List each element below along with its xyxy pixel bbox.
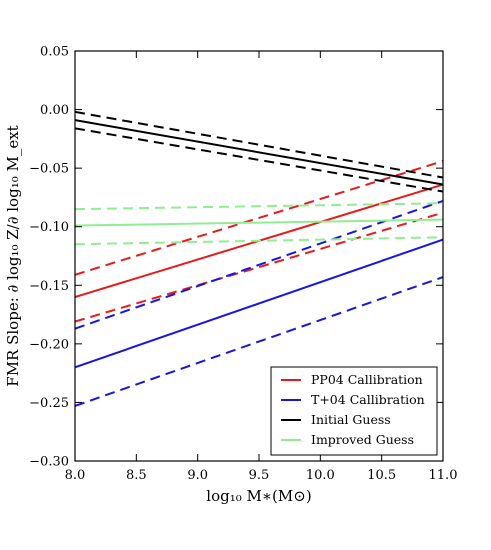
legend-label-initial-guess: Initial Guess <box>311 412 391 427</box>
legend-label-pp04-callibration: PP04 Callibration <box>311 372 423 387</box>
y-tick-label: −0.20 <box>29 337 69 352</box>
x-tick-label: 9.0 <box>187 468 208 483</box>
series-t-04-callibration-band-high <box>75 199 443 330</box>
x-tick-label: 11.0 <box>429 468 458 483</box>
legend-label-improved-guess: Improved Guess <box>311 432 414 447</box>
y-tick-label: 0.00 <box>40 103 69 118</box>
y-tick-label: −0.05 <box>29 162 69 177</box>
x-tick-label: 10.5 <box>367 468 396 483</box>
y-axis-label: FMR Slope: ∂ log₁₀ Z/∂ log₁₀ M_ext <box>4 125 22 386</box>
series-improved-guess-band-low <box>75 236 443 246</box>
x-axis-label: log₁₀ M∗(M⊙) <box>206 487 311 505</box>
y-tick-label: 0.05 <box>40 45 69 60</box>
x-tick-label: 8.0 <box>65 468 86 483</box>
series-initial-guess-band-low <box>75 127 443 193</box>
series-t-04-callibration-band-low <box>75 276 443 407</box>
series-improved-guess-line <box>75 218 443 227</box>
x-tick-label: 10.0 <box>306 468 335 483</box>
series-pp04-callibration-band-low <box>75 211 443 323</box>
y-tick-label: −0.30 <box>29 455 69 470</box>
axis-ticks: 8.0 8.5 9.0 9.5 10.0 10.5 11.0 0.05 0.00 −0.05 −0.… <box>29 45 457 484</box>
series-improved-guess-band-high <box>75 202 443 211</box>
series-initial-guess-band-high <box>75 110 443 179</box>
x-tick-label: 9.5 <box>249 468 270 483</box>
y-tick-label: −0.10 <box>29 220 69 235</box>
series-initial-guess-line <box>75 119 443 186</box>
legend: PP04 Callibration T+04 Callibration Initia… <box>270 366 438 456</box>
series-t-04-callibration-line <box>75 238 443 369</box>
x-tick-label: 8.5 <box>126 468 147 483</box>
y-tick-label: −0.25 <box>29 396 69 411</box>
y-tick-label: −0.15 <box>29 279 69 294</box>
legend-label-t-04-callibration: T+04 Callibration <box>311 392 425 407</box>
plot-lines <box>75 110 443 407</box>
